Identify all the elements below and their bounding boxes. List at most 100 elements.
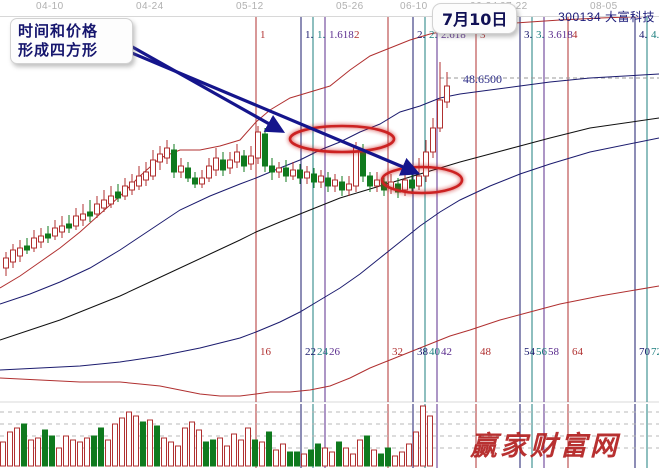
volume-bar [343, 447, 349, 467]
candle-body [66, 223, 72, 229]
volume-bar [196, 429, 202, 467]
volume-bar [56, 447, 62, 467]
candle-body [199, 177, 205, 185]
site-watermark: 赢家财富网 [470, 431, 620, 462]
candle-body [353, 147, 359, 187]
volume-bar [294, 451, 300, 467]
volume-bar [42, 429, 48, 467]
arrow-to-upper-ellipse [119, 38, 286, 133]
candle-body [297, 169, 303, 179]
volume-bar [70, 439, 76, 467]
candle-body [346, 183, 352, 191]
candle-body [269, 165, 275, 173]
volume-bar [203, 441, 209, 467]
candle-body [283, 167, 289, 177]
candle-body [164, 147, 170, 159]
candle-body [178, 165, 184, 173]
candle-body [234, 151, 240, 163]
volume-bar [385, 447, 391, 467]
candle-body [185, 167, 191, 179]
volume-bar [168, 441, 174, 467]
volume-bar [119, 417, 125, 467]
volume-bar [238, 439, 244, 467]
bar-count-label: 56 [536, 346, 547, 358]
candle-body [52, 227, 58, 237]
volume-bar [91, 435, 97, 467]
volume-bar [126, 411, 132, 467]
candle-body [248, 155, 254, 165]
candle-body [10, 249, 16, 263]
volume-bar [420, 405, 426, 467]
bar-count-label: 48 [480, 346, 491, 358]
fib-ratio-label: 2. [429, 29, 438, 41]
volume-bar [189, 421, 195, 467]
bar-count-label: 32 [392, 346, 403, 358]
candle-body [276, 167, 282, 173]
volume-bar [77, 441, 83, 467]
date-label: 04-24 [136, 1, 164, 12]
candle-body [143, 171, 149, 181]
volume-bar [301, 453, 307, 467]
volume-bar [84, 437, 90, 467]
candle-body [304, 171, 310, 179]
fib-ratio-label: 4. [639, 29, 648, 41]
candle-body [311, 173, 317, 183]
volume-bar [210, 439, 216, 467]
candle-body [17, 247, 23, 257]
date-label: 05-26 [336, 1, 364, 12]
volume-bar [147, 419, 153, 467]
candle-body [136, 175, 142, 187]
volume-bar [224, 445, 230, 467]
volume-bar [112, 423, 118, 467]
bar-count-label: 70 [639, 346, 650, 358]
fib-ratio-label: 1.618 [329, 29, 354, 41]
candlestick-series [3, 62, 450, 276]
candle-body [437, 99, 443, 129]
price-level-label: 48.6500 [463, 72, 502, 86]
candle-body [332, 179, 338, 187]
candle-body [73, 215, 79, 227]
candle-body [115, 191, 121, 199]
bar-count-label: 72 [651, 346, 659, 358]
date-label: 05-12 [236, 1, 264, 12]
candle-body [213, 157, 219, 171]
fib-ratio-label: 1. [305, 29, 314, 41]
candle-body [367, 175, 373, 187]
candle-body [45, 233, 51, 239]
candle-body [38, 235, 44, 243]
candle-body [374, 179, 380, 187]
volume-bar [315, 443, 321, 467]
bar-count-label: 24 [317, 346, 328, 358]
candle-body [360, 149, 366, 177]
band-lower-line [0, 137, 659, 371]
bar-count-label: 58 [548, 346, 559, 358]
candle-body [108, 195, 114, 205]
candle-body [318, 175, 324, 183]
bar-count-label: 22 [305, 346, 316, 358]
volume-bar [364, 435, 370, 467]
volume-bar [357, 439, 363, 467]
candle-body [227, 159, 233, 169]
volume-bar [63, 435, 69, 467]
candle-body [290, 169, 296, 177]
volume-bar [322, 447, 328, 467]
candle-body [409, 179, 415, 189]
candle-body [241, 155, 247, 167]
candle-body [31, 237, 37, 249]
volume-bar [259, 441, 265, 467]
date-label: 06-10 [400, 1, 428, 12]
volume-bar [14, 427, 20, 467]
volume-bar [378, 453, 384, 467]
volume-bar [308, 449, 314, 467]
candle-body [339, 181, 345, 191]
candle-body [101, 199, 107, 209]
ellipse-lower [380, 165, 464, 195]
volume-bar [413, 431, 419, 467]
candle-body [444, 85, 450, 103]
bar-count-label: 54 [524, 346, 535, 358]
candle-body [24, 245, 30, 251]
candle-body [129, 181, 135, 191]
fib-ratio-label: 3. [524, 29, 533, 41]
volume-bars [0, 405, 433, 467]
